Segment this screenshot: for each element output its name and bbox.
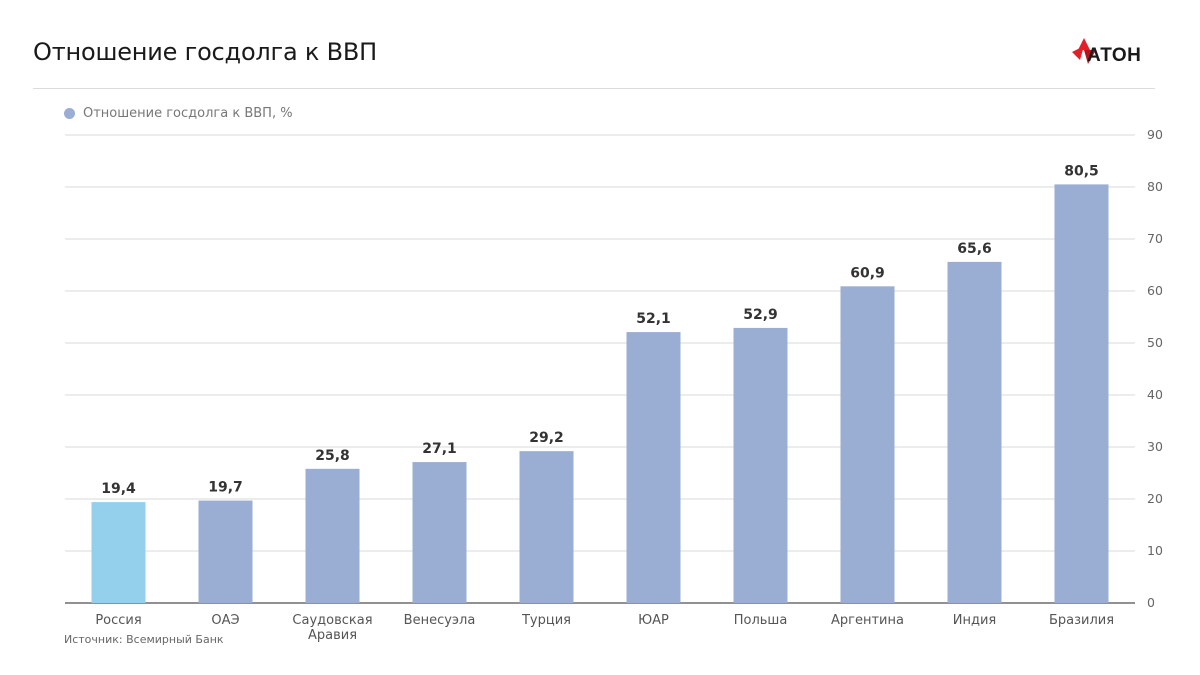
bar-value-label: 52,9	[743, 307, 778, 323]
page-title: Отношение госдолга к ВВП	[33, 38, 378, 66]
source-note: Источник: Всемирный Банк	[64, 633, 224, 646]
bar	[947, 261, 1002, 603]
category-labels: Россия ОАЭ Саудовская Аравия Венесуэла Турция…	[95, 613, 1114, 643]
bar	[733, 327, 788, 603]
category-label: Венесуэла	[404, 613, 476, 628]
y-tick-label: 70	[1147, 231, 1163, 246]
category-label: Саудовская Аравия	[292, 613, 372, 643]
bars	[91, 184, 1109, 603]
bar	[1054, 184, 1109, 603]
bar	[91, 502, 146, 603]
legend-label: Отношение госдолга к ВВП, %	[83, 106, 293, 121]
chart-legend: Отношение госдолга к ВВП, %	[64, 106, 293, 121]
y-tick-label: 40	[1147, 387, 1163, 402]
category-label: Россия	[95, 613, 141, 628]
bar	[305, 468, 360, 603]
bar-value-label: 52,1	[636, 311, 671, 327]
bar-value-label: 19,7	[208, 480, 243, 496]
bar	[412, 462, 467, 603]
legend-swatch	[64, 108, 75, 119]
bar-value-label: 29,2	[529, 430, 564, 446]
y-tick-label: 90	[1147, 127, 1163, 142]
header-divider	[33, 88, 1155, 89]
y-tick-label: 0	[1147, 595, 1155, 610]
aton-logo-icon	[1072, 38, 1096, 64]
bar	[840, 286, 895, 603]
category-label: Польша	[734, 613, 788, 628]
bar-value-label: 60,9	[850, 265, 885, 281]
category-label: Бразилия	[1049, 613, 1114, 628]
category-label: Аргентина	[831, 613, 904, 628]
bar-value-label: 19,4	[101, 481, 136, 497]
y-axis-ticks: 0 10 20 30 40 50 60 70 80 90	[1147, 127, 1163, 610]
category-label: ЮАР	[638, 613, 669, 628]
value-labels: 19,4 19,7 25,8 27,1 29,2 52,1 52,9 60,9 65,6 80,5	[101, 163, 1099, 497]
bar-value-label: 65,6	[957, 241, 992, 257]
bar-value-label: 80,5	[1064, 163, 1099, 179]
category-label: Турция	[521, 613, 571, 628]
y-tick-label: 30	[1147, 439, 1163, 454]
y-tick-label: 60	[1147, 283, 1163, 298]
y-tick-label: 10	[1147, 543, 1163, 558]
category-label: Индия	[953, 613, 996, 628]
y-tick-label: 80	[1147, 179, 1163, 194]
bar	[519, 451, 574, 603]
bar-value-label: 25,8	[315, 448, 350, 464]
y-tick-label: 20	[1147, 491, 1163, 506]
bar	[626, 332, 681, 603]
y-tick-label: 50	[1147, 335, 1163, 350]
bar-value-label: 27,1	[422, 441, 457, 457]
category-label: ОАЭ	[211, 613, 239, 628]
logo-text: АТОН	[1087, 45, 1142, 66]
bar	[198, 500, 253, 603]
